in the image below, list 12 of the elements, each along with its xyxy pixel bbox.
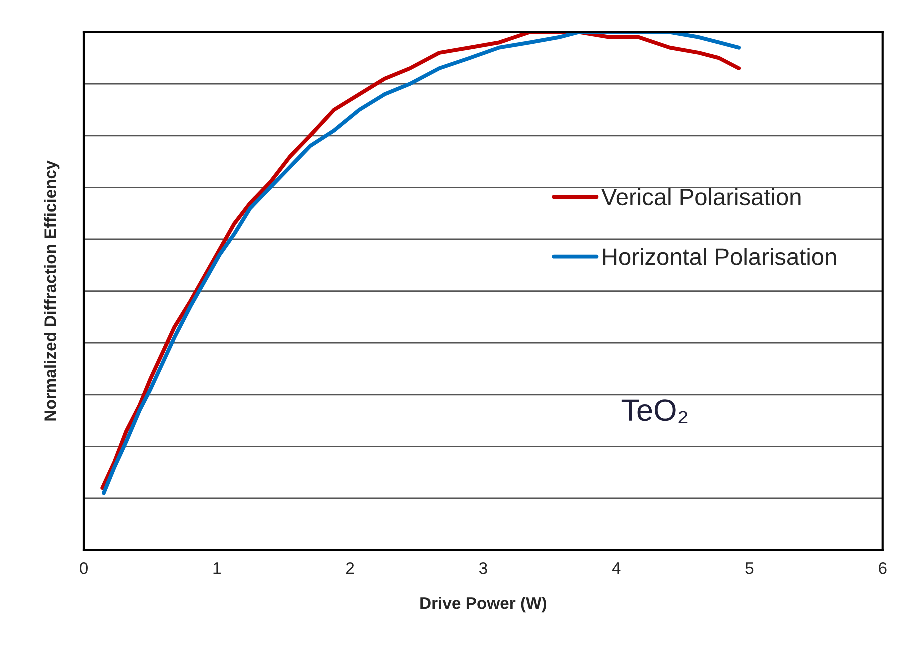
x-tick-label: 4	[612, 562, 621, 574]
x-tick-label: 5	[746, 562, 754, 574]
x-tick-label: 6	[879, 562, 887, 574]
y-axis-title: Normalized Diffraction Efficiency	[44, 160, 60, 421]
legend-label: Horizontal Polarisation	[603, 248, 836, 266]
x-tick-label: 1	[214, 562, 221, 574]
x-tick-label: 3	[479, 562, 488, 574]
x-tick-label: 2	[346, 562, 354, 574]
x-tick-label: 0	[80, 562, 88, 574]
x-axis-title: Drive Power (W)	[420, 597, 547, 613]
annotation: TeO₂	[622, 400, 688, 424]
legend-label: Verical Polarisation	[602, 188, 801, 206]
